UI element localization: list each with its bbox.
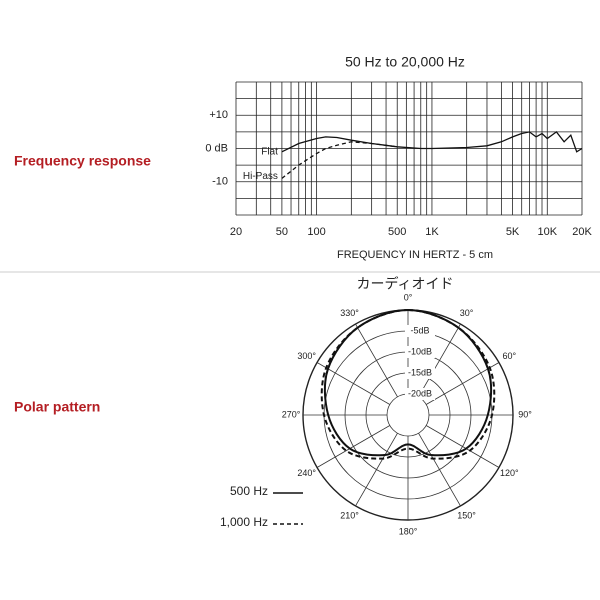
- spoke: [355, 323, 398, 398]
- y-tick-label: 0 dB: [205, 142, 228, 154]
- polar-line: [323, 309, 493, 457]
- angle-label: 60°: [503, 351, 517, 361]
- ring-label-bg: [405, 367, 435, 379]
- angle-label: 90°: [518, 409, 532, 419]
- angle-label: 270°: [282, 409, 301, 419]
- y-tick-label: +10: [209, 109, 228, 121]
- chart-title: 50 Hz to 20,000 Hz: [345, 54, 465, 70]
- y-tick-label: -10: [212, 176, 228, 188]
- x-tick-label: 100: [307, 226, 325, 238]
- spoke: [355, 432, 398, 507]
- x-tick-label: 20: [230, 226, 242, 238]
- series-label: Hi-Pass: [243, 171, 278, 182]
- ring-label: -15dB: [408, 367, 432, 377]
- spoke: [425, 425, 500, 468]
- angle-label: 180°: [399, 526, 418, 536]
- ring-label: -10dB: [408, 346, 432, 356]
- ring-label-bg: [405, 325, 435, 337]
- angle-label: 330°: [340, 308, 359, 318]
- angle-label: 120°: [500, 468, 519, 478]
- section-title: Frequency response: [14, 153, 151, 169]
- angle-label: 0°: [404, 292, 413, 302]
- x-tick-label: 5K: [506, 226, 520, 238]
- x-tick-label: 1K: [425, 226, 439, 238]
- spoke: [316, 425, 391, 468]
- ring-label-bg: [405, 388, 435, 400]
- angle-label: 30°: [460, 308, 474, 318]
- ring-label: -20dB: [408, 388, 432, 398]
- series-label: Flat: [261, 146, 278, 157]
- spoke: [425, 362, 500, 405]
- spoke: [418, 432, 461, 507]
- chart-title: カーディオイド: [356, 276, 453, 292]
- ring-label-bg: [405, 346, 435, 358]
- angle-label: 240°: [297, 468, 316, 478]
- series-line: [281, 131, 583, 153]
- ring-label: -5dB: [410, 325, 429, 335]
- legend-label: 500 Hz: [230, 484, 268, 498]
- x-axis-label: FREQUENCY IN HERTZ - 5 cm: [337, 249, 493, 261]
- series-line: [281, 141, 398, 179]
- spoke: [316, 362, 391, 405]
- spoke: [418, 323, 461, 398]
- angle-label: 150°: [457, 511, 476, 521]
- angle-label: 210°: [340, 511, 359, 521]
- legend-label: 1,000 Hz: [220, 515, 268, 529]
- x-tick-label: 500: [388, 226, 406, 238]
- x-tick-label: 10K: [537, 226, 557, 238]
- x-tick-label: 50: [276, 226, 288, 238]
- x-tick-label: 20K: [572, 226, 592, 238]
- polar-line: [320, 309, 496, 460]
- section-title: Polar pattern: [14, 399, 100, 415]
- angle-label: 300°: [297, 351, 316, 361]
